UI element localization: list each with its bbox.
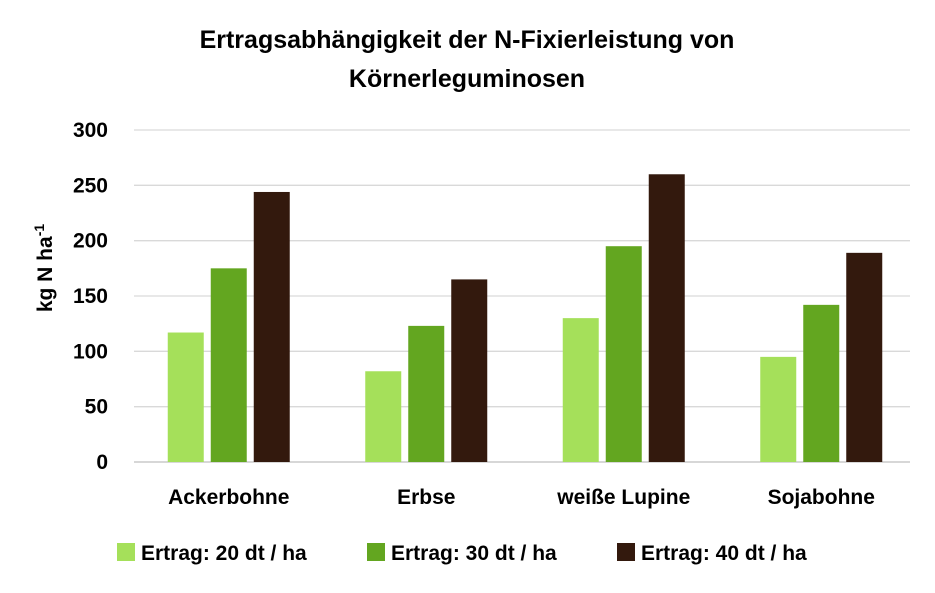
- y-tick-label: 100: [73, 340, 108, 363]
- bar-erbse-series-3: [451, 279, 488, 462]
- bar-sojabohne-series-2: [803, 304, 840, 462]
- legend-label: Ertrag: 40 dt / ha: [641, 542, 807, 565]
- y-axis-label-superscript: -1: [31, 224, 47, 237]
- x-category-label: Ackerbohne: [168, 486, 289, 509]
- legend-swatch: [367, 543, 385, 561]
- y-tick-label: 200: [73, 230, 108, 253]
- y-tick-label: 250: [73, 174, 108, 197]
- legend: Ertrag: 20 dt / ha Ertrag: 30 dt / ha Ertr…: [117, 542, 807, 565]
- legend-label: Ertrag: 30 dt / ha: [391, 542, 557, 565]
- x-category-label: Sojabohne: [768, 486, 875, 509]
- bar-erbse-series-1: [365, 371, 402, 462]
- y-tick-label: 0: [96, 451, 108, 474]
- bars: [167, 174, 883, 462]
- y-tick-label: 150: [73, 285, 108, 308]
- bar-sojabohne-series-3: [846, 252, 883, 462]
- bar-ackerbohne-series-3: [253, 191, 290, 462]
- y-axis-label-main: kg N ha: [34, 236, 57, 312]
- bar-sojabohne-series-1: [760, 356, 797, 462]
- bar-ackerbohne-series-2: [210, 268, 247, 462]
- bar-erbse-series-2: [408, 325, 445, 462]
- legend-swatch: [117, 543, 135, 561]
- y-tick-label: 50: [85, 396, 108, 419]
- x-category-label: weiße Lupine: [556, 486, 690, 509]
- bar-wei-e-lupine-series-3: [648, 174, 685, 462]
- chart-title-line-1: Ertragsabhängigkeit der N-Fixierleistung…: [200, 26, 735, 54]
- x-axis-categories: Ackerbohne Erbse weiße Lupine Sojabohne: [168, 486, 875, 509]
- bar-wei-e-lupine-series-2: [605, 246, 642, 462]
- legend-swatch: [617, 543, 635, 561]
- bar-ackerbohne-series-1: [167, 332, 204, 462]
- chart-title-line-2: Körnerleguminosen: [349, 65, 585, 93]
- x-category-label: Erbse: [397, 486, 455, 509]
- y-axis-ticks: 0 50 100 150 200 250 300: [73, 119, 108, 474]
- legend-label: Ertrag: 20 dt / ha: [141, 542, 307, 565]
- y-tick-label: 300: [73, 119, 108, 142]
- y-axis-label: kg N ha-1: [31, 224, 57, 313]
- bar-wei-e-lupine-series-1: [562, 318, 599, 462]
